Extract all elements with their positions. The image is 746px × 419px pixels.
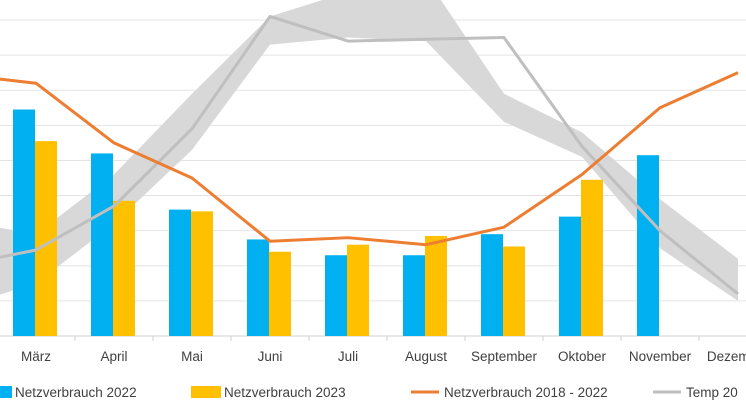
x-tick-label: November xyxy=(629,349,692,364)
bar-netzverbrauch-2023-april xyxy=(113,200,135,336)
legend-label: Netzverbrauch 2022 xyxy=(15,385,137,400)
x-tick-label: August xyxy=(405,349,447,364)
bar-netzverbrauch-2023-mai xyxy=(191,211,213,336)
bar-netzverbrauch-2022-august xyxy=(403,255,425,336)
bar-netzverbrauch-2023-oktober xyxy=(581,179,603,336)
line-series xyxy=(0,14,739,296)
bar-netzverbrauch-2023-juli xyxy=(347,244,369,336)
legend: Netzverbrauch 2022 Netzverbrauch 2023 Netz… xyxy=(0,385,738,400)
bar-netzverbrauch-2022-märz xyxy=(13,109,35,337)
bar-netzverbrauch-2022-oktober xyxy=(559,216,581,336)
temperature-band-area xyxy=(0,0,738,301)
bar-netzverbrauch-2022-november xyxy=(637,155,659,336)
bar-netzverbrauch-2022-juli xyxy=(325,255,347,336)
x-tick-label: April xyxy=(100,349,127,364)
bar-series xyxy=(13,109,659,337)
x-tick-label: Oktober xyxy=(558,349,607,364)
legend-label: Netzverbrauch 2023 xyxy=(224,385,346,400)
legend-swatch xyxy=(191,386,221,398)
bar-netzverbrauch-2022-mai xyxy=(169,209,191,336)
x-tick-label: September xyxy=(471,349,538,364)
bar-netzverbrauch-2022-juni xyxy=(247,239,269,336)
x-tick-label: Dezember xyxy=(707,349,746,364)
x-axis: März April Mai Juni Juli August September Oktob… xyxy=(21,349,746,364)
legend-label: Netzverbrauch 2018 - 2022 xyxy=(444,385,608,400)
bar-netzverbrauch-2022-september xyxy=(481,234,503,336)
x-tick-label: Juli xyxy=(338,349,358,364)
x-tick-label: Juni xyxy=(258,349,283,364)
x-tick-label: Mai xyxy=(181,349,203,364)
line-temp xyxy=(0,14,739,296)
legend-swatch xyxy=(0,386,12,398)
line-netzverbrauch-2018-2022 xyxy=(0,71,739,247)
x-tick-label: März xyxy=(21,349,51,364)
legend-label: Temp 20 xyxy=(686,385,738,400)
bar-netzverbrauch-2023-august xyxy=(425,235,447,336)
bar-netzverbrauch-2023-märz xyxy=(35,141,57,336)
bar-netzverbrauch-2022-april xyxy=(91,153,113,336)
bar-netzverbrauch-2023-juni xyxy=(269,251,291,336)
bar-netzverbrauch-2023-september xyxy=(503,246,525,336)
temperature-range-band xyxy=(0,0,738,301)
